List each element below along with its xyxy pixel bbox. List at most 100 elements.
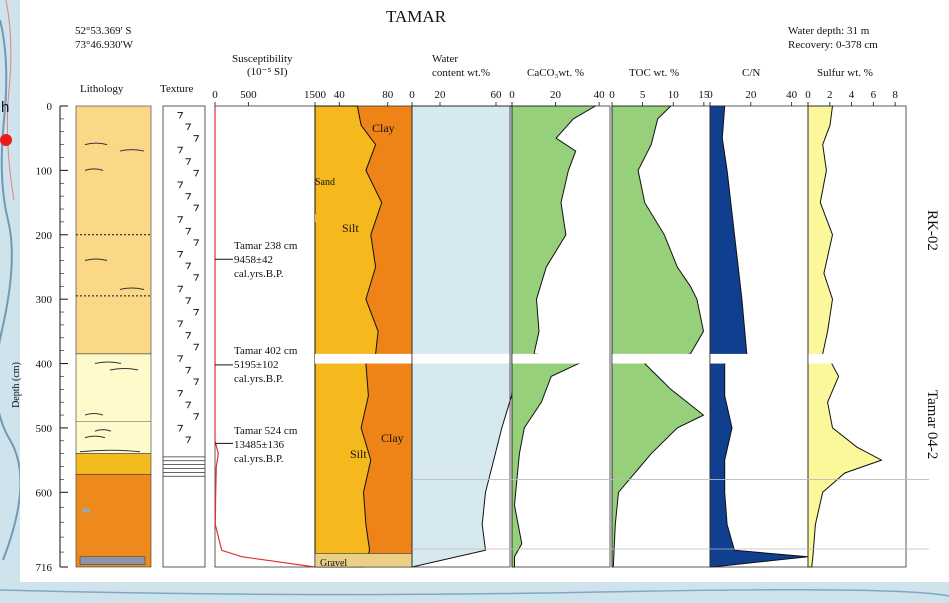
- date-label-1-line3: cal.yrs.B.P.: [234, 268, 284, 280]
- water-content: [411, 105, 521, 568]
- texture-tick-label: 80: [382, 89, 394, 101]
- core-label-rk02: RK-02: [924, 210, 940, 251]
- texture-symbol: [177, 181, 184, 189]
- date-label-3-line1: Tamar 524 cm: [234, 425, 298, 437]
- date-label-1-line2: 9458±42: [234, 254, 274, 266]
- texture-symbol: [177, 216, 184, 223]
- sand-layer: [315, 214, 355, 223]
- lithology-lamina: [84, 142, 108, 146]
- recovery: Recovery: 0-378 cm: [788, 39, 878, 51]
- caco3-profile-core-gap: [512, 353, 610, 364]
- caco3-tick-label: 40: [594, 89, 606, 101]
- depth-tick-label: 300: [36, 294, 53, 306]
- susceptibility-unit: (10⁻⁵ SI): [247, 66, 288, 78]
- depth-tick-label: 100: [36, 165, 53, 177]
- texture-symbol: [193, 169, 200, 177]
- lithology-lamina: [94, 361, 122, 365]
- clay-label-top: Clay: [372, 121, 395, 135]
- toc-title: TOC wt. %: [629, 67, 680, 79]
- texture-symbol: [185, 332, 192, 339]
- cn-title: C/N: [742, 67, 761, 79]
- water-title-1: Water: [432, 53, 458, 65]
- texture-symbol: [193, 135, 200, 142]
- lithology-lamina: [119, 149, 145, 152]
- texture-symbol: [185, 297, 192, 305]
- susceptibility-line: [214, 106, 316, 568]
- longitude: 73°46.930'W: [75, 39, 134, 51]
- water-tick-label: 60: [491, 89, 503, 101]
- depth-tick-label: 0: [47, 101, 53, 113]
- texture-symbol: [177, 251, 184, 258]
- texture-symbol: [185, 436, 192, 444]
- core-label-tamar04: Tamar 04-2: [924, 390, 940, 460]
- lithology-gravel-band: [79, 556, 146, 565]
- left-edge-fragment: h: [1, 99, 10, 116]
- caco3-title: CaCO₃wt. %: [527, 67, 584, 79]
- caco3-tick-label: 0: [509, 89, 515, 101]
- sulfur-tick-label: 6: [871, 89, 877, 101]
- date-label-3-line2: 13485±136: [234, 439, 285, 451]
- texture-symbol: [185, 227, 192, 235]
- susceptibility-tick-label: 500: [240, 89, 257, 101]
- texture-symbol: [193, 378, 200, 386]
- texture-symbol: [193, 308, 200, 316]
- lithology-unit: [75, 453, 152, 475]
- texture-symbol: [177, 424, 184, 432]
- texture-title: Texture: [160, 83, 194, 95]
- date-label-2-line2: 5195±102: [234, 359, 279, 371]
- caco3-profile: [511, 105, 598, 568]
- sulfur-profile: [807, 105, 883, 568]
- sulfur-tick-label: 8: [892, 89, 898, 101]
- water-title-2: content wt.%: [432, 67, 491, 79]
- lithology-unit: [75, 473, 152, 568]
- texture-symbol: [177, 355, 184, 363]
- texture-symbol: [177, 390, 184, 397]
- cn-tick-label: 20: [745, 89, 757, 101]
- caco3-tick-label: 20: [550, 89, 562, 101]
- date-label-1-line1: Tamar 238 cm: [234, 240, 298, 252]
- lithology-lamina: [84, 258, 108, 262]
- lithology-lamina: [94, 429, 112, 432]
- water-tick-label: 0: [409, 89, 415, 101]
- sand-label: Sand: [315, 177, 335, 188]
- texture-symbol: [185, 193, 192, 200]
- depth-tick-label: 600: [36, 487, 53, 499]
- toc-profile: [611, 105, 705, 568]
- caco3-profile-frame: [511, 105, 611, 568]
- texture-symbol: [185, 262, 192, 270]
- clay-label-bottom: Clay: [381, 431, 404, 445]
- water-content-core-gap: [412, 353, 510, 364]
- texture-symbol: [193, 413, 200, 420]
- gravel-label: Gravel: [320, 558, 348, 569]
- cn-profile-core-gap: [710, 353, 808, 364]
- toc-tick-label: 10: [668, 89, 680, 101]
- silt-label-top: Silt: [342, 221, 359, 235]
- texture-column: [162, 105, 206, 568]
- susceptibility-tick-label: 1500: [304, 89, 327, 101]
- sulfur-tick-label: 2: [827, 89, 833, 101]
- water-depth: Water depth: 31 m: [788, 25, 870, 37]
- lithology-lamina: [79, 449, 141, 453]
- depth-tick-label: 716: [36, 562, 53, 574]
- lithology-lamina: [84, 413, 104, 416]
- sulfur-profile-frame: [807, 105, 907, 568]
- date-label-2-line3: cal.yrs.B.P.: [234, 373, 284, 385]
- page-title: TAMAR: [386, 7, 447, 26]
- cn-tick-label: 40: [786, 89, 798, 101]
- silt-label-bottom: Silt: [350, 447, 367, 461]
- lithology-lamina: [84, 168, 104, 171]
- texture-symbol: [185, 401, 192, 409]
- cn-tick-label: 0: [707, 89, 713, 101]
- toc-tick-label: 15: [698, 89, 710, 101]
- lithology-unit: [75, 105, 152, 355]
- texture-symbol: [193, 274, 200, 281]
- toc-profile-core-gap: [612, 353, 710, 364]
- date-label-2-line1: Tamar 402 cm: [234, 345, 298, 357]
- texture-symbol: [193, 239, 200, 247]
- toc-tick-label: 0: [609, 89, 615, 101]
- texture-tick-label: 40: [334, 89, 346, 101]
- susceptibility-title: Susceptibility: [232, 53, 293, 65]
- map-marker-icon: [0, 134, 12, 146]
- water-tick-label: 20: [435, 89, 447, 101]
